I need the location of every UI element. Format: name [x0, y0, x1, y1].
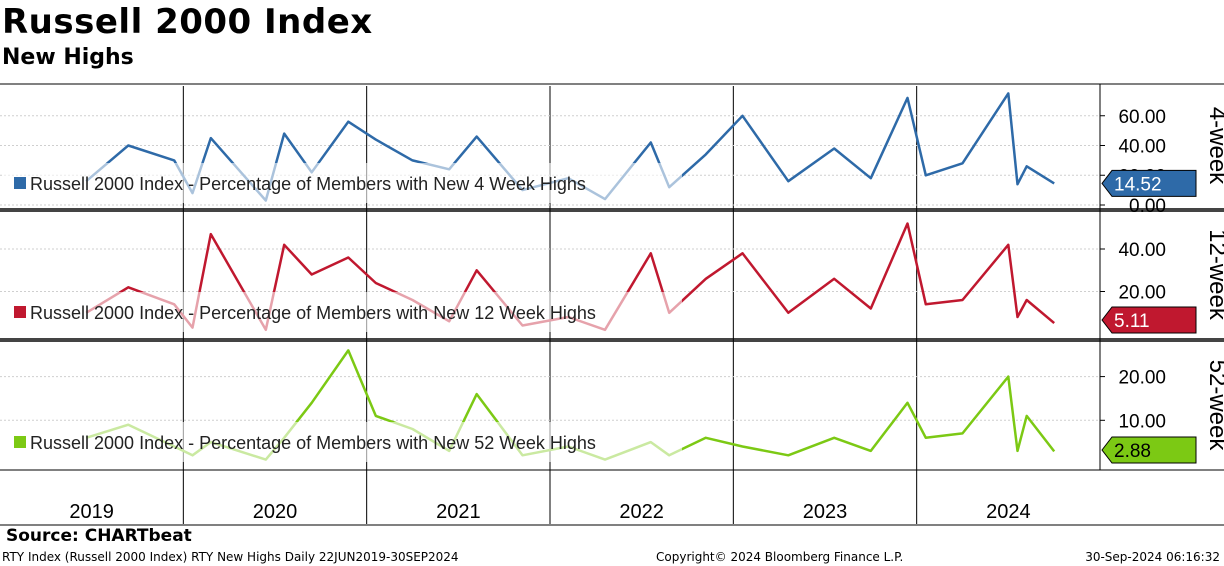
- panel-label: 12-week: [1204, 229, 1224, 321]
- panel-label: 4-week: [1204, 107, 1224, 185]
- y-tick-label: 40.00: [1118, 137, 1166, 158]
- y-tick-label: 0.00: [1129, 196, 1166, 217]
- panel-label: 52-week: [1204, 360, 1224, 452]
- legend-swatch: [14, 436, 26, 448]
- last-value-label: 2.88: [1114, 441, 1151, 462]
- last-value-badge: [1101, 169, 1197, 197]
- footer-copyright: Copyright© 2024 Bloomberg Finance L.P.: [656, 550, 904, 564]
- footer-timestamp: 30-Sep-2024 06:16:32: [1085, 550, 1220, 564]
- y-tick-label: 40.00: [1118, 240, 1166, 261]
- chart-subtitle: New Highs: [2, 45, 134, 70]
- last-value-badge: [1101, 436, 1197, 464]
- last-value-label: 5.11: [1114, 311, 1150, 332]
- chart-title: Russell 2000 Index: [2, 2, 373, 42]
- x-tick-label: 2019: [69, 501, 114, 523]
- x-tick-label: 2023: [803, 501, 848, 523]
- y-tick-label: 20.00: [1118, 283, 1166, 304]
- legend-box: [2, 292, 682, 332]
- y-tick-label: 10.00: [1118, 411, 1166, 432]
- legend-box: [2, 163, 682, 203]
- legend-swatch: [14, 306, 26, 318]
- last-value-badge: [1101, 306, 1197, 334]
- x-tick-label: 2024: [986, 501, 1031, 523]
- x-tick-label: 2020: [253, 501, 298, 523]
- panel-divider: [0, 208, 1224, 212]
- panel-divider: [0, 338, 1224, 342]
- y-tick-label: 20.00: [1118, 368, 1166, 389]
- legend-label: Russell 2000 Index - Percentage of Membe…: [30, 174, 586, 194]
- x-tick-label: 2021: [436, 501, 481, 523]
- y-tick-label: 60.00: [1118, 107, 1166, 128]
- x-tick-label: 2022: [619, 501, 664, 523]
- legend-label: Russell 2000 Index - Percentage of Membe…: [30, 433, 596, 453]
- legend-box: [2, 422, 682, 462]
- last-value-label: 14.52: [1114, 174, 1162, 195]
- legend-label: Russell 2000 Index - Percentage of Membe…: [30, 303, 596, 323]
- source-note: Source: CHARTbeat: [6, 526, 192, 546]
- footer-ticker-info: RTY Index (Russell 2000 Index) RTY New H…: [2, 550, 459, 564]
- legend-swatch: [14, 177, 26, 189]
